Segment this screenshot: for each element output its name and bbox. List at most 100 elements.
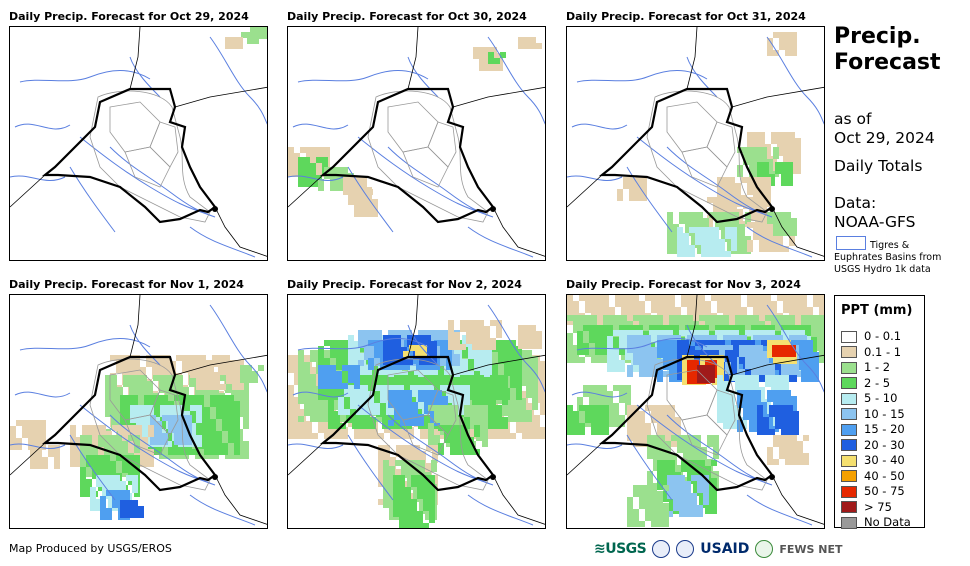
precip-cell bbox=[298, 386, 304, 392]
precip-cell bbox=[789, 315, 795, 321]
precip-cell bbox=[243, 441, 249, 447]
precip-cell bbox=[597, 301, 603, 307]
precip-cell bbox=[504, 358, 510, 364]
precip-cell bbox=[294, 427, 300, 433]
precip-cell bbox=[171, 453, 177, 459]
precip-cell bbox=[713, 251, 719, 257]
precip-cell bbox=[186, 439, 192, 445]
precip-cell bbox=[411, 523, 417, 528]
precip-cell bbox=[717, 307, 723, 313]
precip-cell bbox=[779, 44, 785, 50]
precip-cell bbox=[190, 429, 196, 435]
precip-cell bbox=[159, 381, 165, 387]
precip-cell bbox=[697, 248, 703, 254]
precip-cell bbox=[735, 335, 741, 341]
precip-cell bbox=[711, 335, 717, 341]
precip-cell bbox=[673, 331, 679, 337]
precip-cell bbox=[761, 197, 767, 203]
precip-cell bbox=[356, 397, 362, 403]
precip-cell bbox=[492, 433, 498, 439]
precip-cell bbox=[148, 425, 154, 431]
precip-cell bbox=[430, 414, 436, 420]
precip-cell bbox=[725, 227, 731, 233]
precip-cell bbox=[240, 377, 246, 383]
precip-cell bbox=[406, 402, 412, 408]
precip-cell bbox=[355, 183, 361, 189]
precip-cell bbox=[785, 44, 791, 50]
precip-cell bbox=[310, 404, 316, 410]
precip-cell bbox=[407, 472, 413, 478]
precip-cell bbox=[28, 420, 34, 426]
precip-cell bbox=[452, 385, 458, 391]
precip-cell bbox=[243, 381, 249, 387]
precip-cell bbox=[785, 38, 791, 44]
precip-cell bbox=[573, 315, 579, 321]
precip-cell bbox=[100, 425, 106, 431]
precip-cell bbox=[627, 347, 633, 353]
precip-cell bbox=[482, 435, 488, 441]
precip-cell bbox=[393, 493, 399, 499]
precip-cell bbox=[183, 387, 189, 393]
precip-cell bbox=[392, 385, 398, 391]
precip-cell bbox=[141, 375, 147, 381]
precip-cell bbox=[442, 375, 448, 381]
precip-cell bbox=[54, 457, 60, 463]
precip-cell bbox=[237, 453, 243, 459]
precip-cell bbox=[426, 463, 432, 469]
iraq-border bbox=[41, 87, 217, 224]
precip-cell bbox=[431, 341, 437, 347]
precip-cell bbox=[516, 358, 522, 364]
precip-cell bbox=[334, 411, 340, 417]
precip-cell bbox=[460, 375, 466, 381]
precip-cell bbox=[354, 383, 360, 389]
precip-cell bbox=[735, 195, 741, 201]
precip-cell bbox=[727, 325, 733, 331]
precip-cell bbox=[105, 375, 111, 381]
precip-cell bbox=[298, 362, 304, 368]
precip-cell bbox=[603, 321, 609, 327]
precip-cell bbox=[468, 427, 474, 433]
precip-cell bbox=[502, 387, 508, 393]
precip-cell bbox=[429, 511, 435, 517]
precip-cell bbox=[757, 168, 763, 174]
basin-outline bbox=[124, 146, 171, 188]
basin-outline bbox=[706, 121, 736, 168]
precip-cell bbox=[502, 399, 508, 405]
precip-cell bbox=[639, 365, 645, 371]
precip-cell bbox=[228, 419, 234, 425]
precip-cell bbox=[399, 475, 405, 481]
precip-cell bbox=[196, 378, 202, 384]
precip-cell bbox=[210, 449, 216, 455]
precip-cell bbox=[781, 336, 787, 342]
precip-cell bbox=[609, 321, 615, 327]
precip-cell bbox=[667, 212, 673, 218]
precip-cell bbox=[795, 319, 801, 325]
precip-cell bbox=[253, 38, 259, 44]
precip-cell bbox=[444, 371, 450, 377]
precip-cell bbox=[731, 239, 737, 245]
precip-cell bbox=[231, 43, 237, 49]
precip-cell bbox=[352, 417, 358, 423]
precip-cell bbox=[446, 405, 452, 411]
precip-cell bbox=[442, 381, 448, 387]
precip-cell bbox=[92, 447, 98, 453]
precip-cell bbox=[462, 431, 468, 437]
precip-cell bbox=[705, 307, 711, 313]
precip-cell bbox=[202, 366, 208, 372]
precip-cell bbox=[567, 319, 573, 325]
precip-cell bbox=[225, 43, 231, 49]
precip-cell bbox=[389, 359, 395, 365]
precip-cell bbox=[765, 177, 771, 183]
precip-cell bbox=[386, 385, 392, 391]
river-line bbox=[209, 304, 267, 393]
precip-cell bbox=[440, 411, 446, 417]
precip-cell bbox=[30, 445, 36, 451]
precip-cell bbox=[421, 351, 427, 357]
precip-cell bbox=[177, 381, 183, 387]
precip-cell bbox=[532, 368, 538, 374]
precip-cell bbox=[454, 360, 460, 366]
precip-cell bbox=[689, 245, 695, 251]
precip-cell bbox=[765, 315, 771, 321]
precip-cell bbox=[174, 443, 180, 449]
precip-cell bbox=[613, 343, 619, 349]
